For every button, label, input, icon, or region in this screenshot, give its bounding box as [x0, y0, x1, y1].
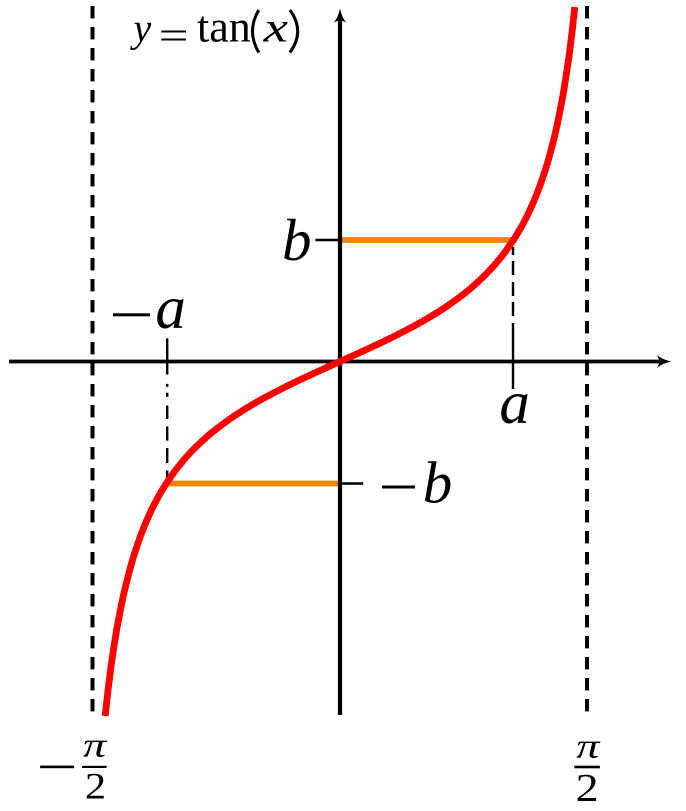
- svg-text:b: b: [282, 207, 312, 273]
- svg-text:a: a: [499, 370, 530, 437]
- svg-text:a: a: [155, 275, 186, 342]
- svg-text:2: 2: [576, 767, 599, 810]
- svg-text:y: y: [130, 6, 152, 51]
- svg-text:tan: tan: [197, 3, 251, 52]
- svg-text:π: π: [576, 726, 601, 765]
- svg-text:2: 2: [85, 765, 106, 807]
- svg-text:x: x: [263, 5, 289, 52]
- svg-text:=: =: [159, 14, 189, 58]
- svg-text:b: b: [423, 450, 453, 516]
- svg-text:π: π: [83, 725, 108, 764]
